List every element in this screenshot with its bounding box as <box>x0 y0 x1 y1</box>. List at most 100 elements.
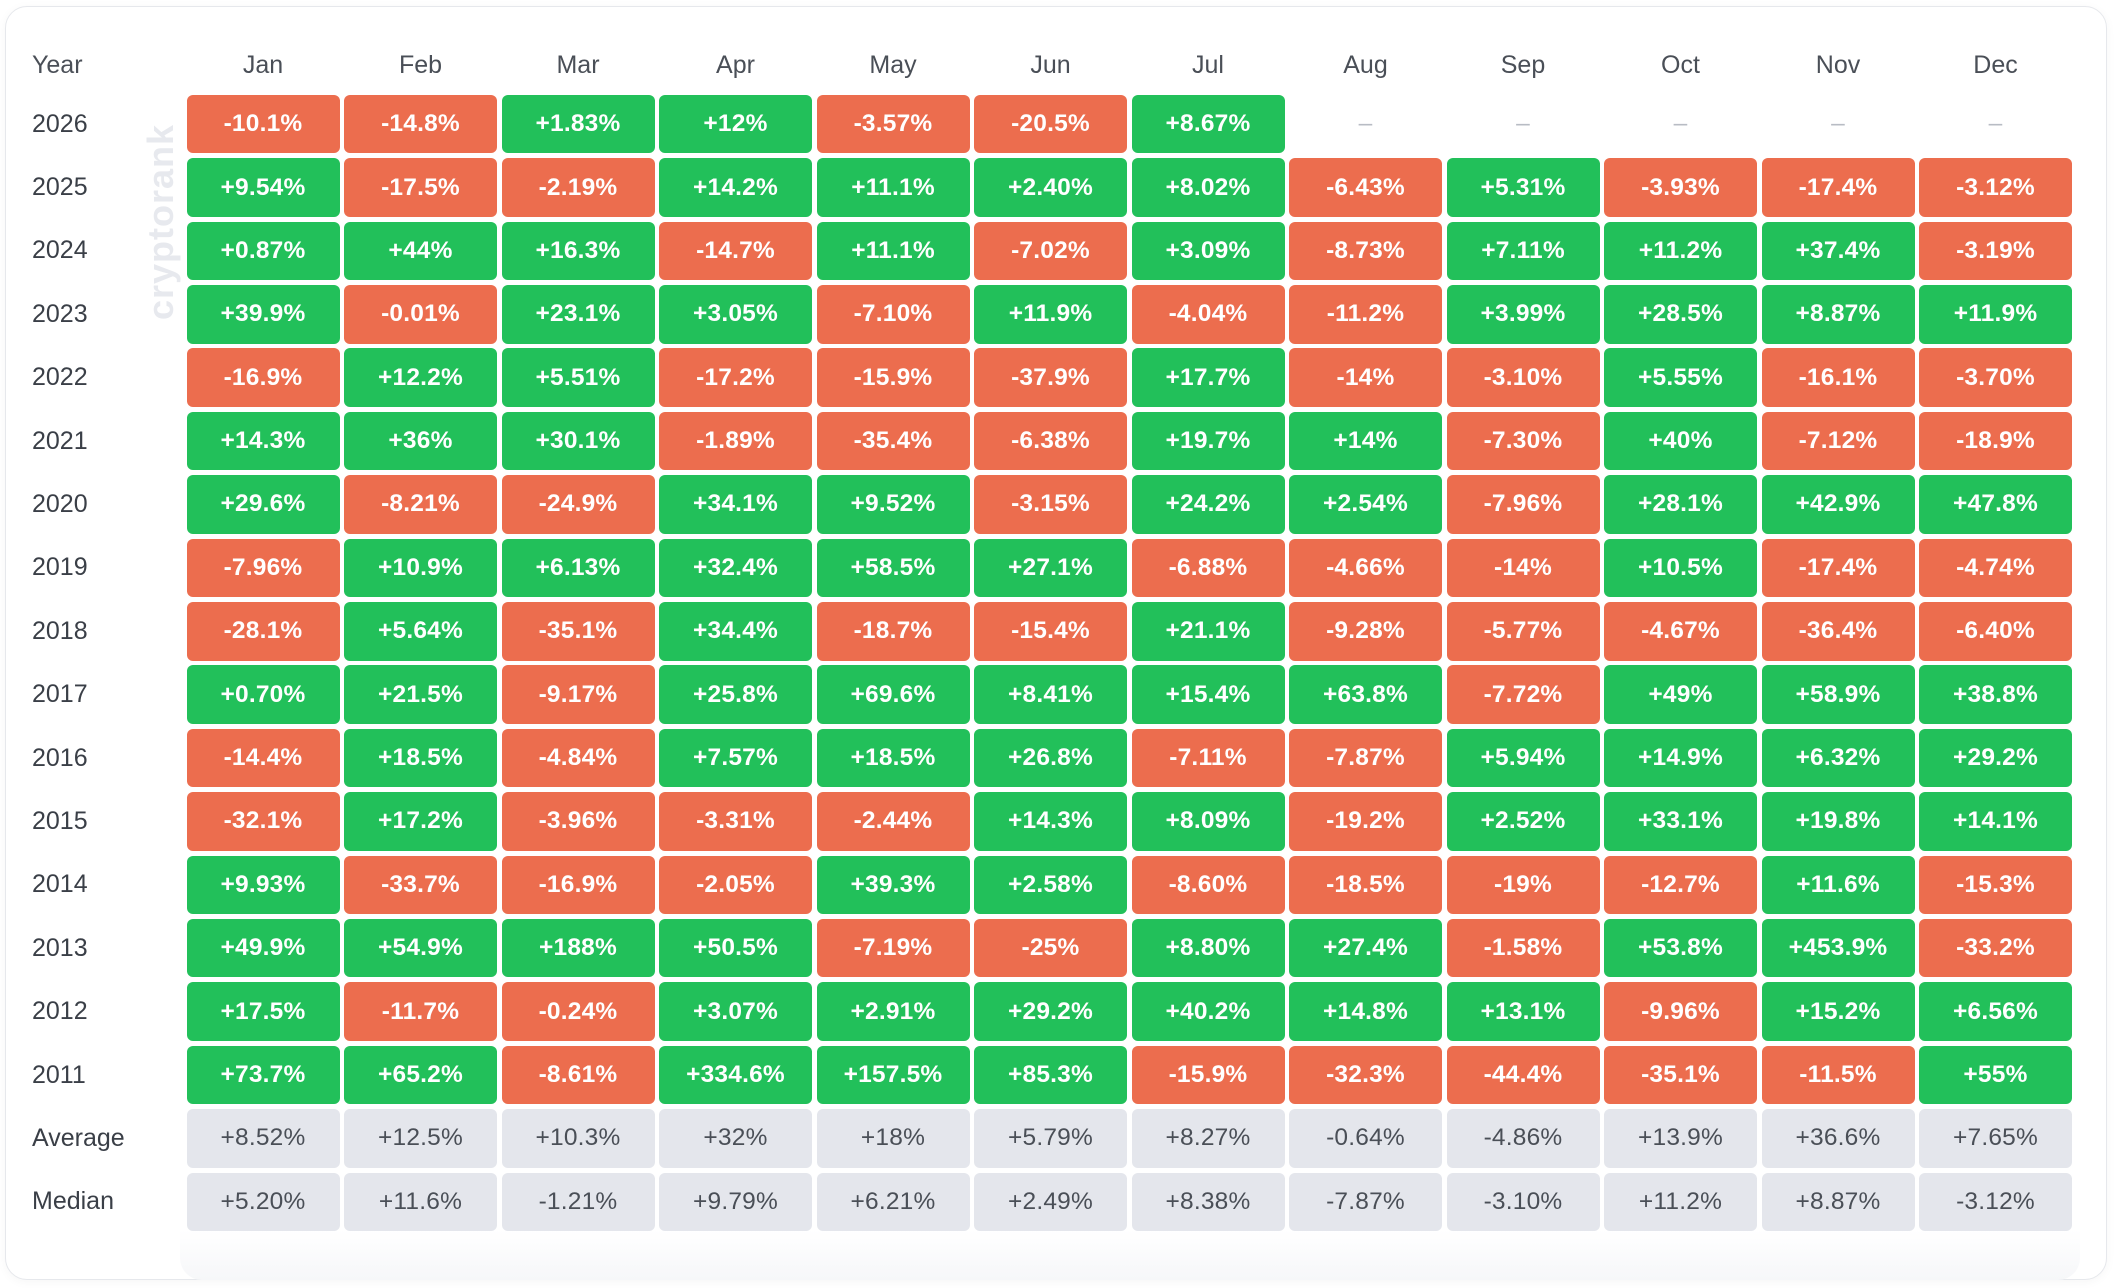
cell-2025-dec[interactable]: -3.12% <box>1919 158 2072 217</box>
cell-2024-feb[interactable]: +44% <box>344 221 497 281</box>
cell-2011-nov[interactable]: -11.5% <box>1761 1045 1915 1105</box>
cell-2021-oct[interactable]: +40% <box>1604 411 1757 471</box>
cell-2019-nov[interactable]: -17.4% <box>1761 538 1915 598</box>
cell-2019-oct[interactable]: +10.5% <box>1604 538 1757 598</box>
cell-2024-oct[interactable]: +11.2% <box>1604 221 1757 281</box>
cell-2014-jul[interactable]: -8.60% <box>1131 855 1285 915</box>
cell-2011-jun[interactable]: +85.3% <box>974 1045 1127 1105</box>
cell-2011-jul[interactable]: -15.9% <box>1131 1045 1285 1105</box>
cell-2015-may[interactable]: -2.44% <box>816 792 970 851</box>
cell-2017-apr[interactable]: +25.8% <box>659 665 812 724</box>
cell-2017-feb[interactable]: +21.5% <box>344 665 497 724</box>
cell-2021-jun[interactable]: -6.38% <box>974 411 1127 471</box>
cell-2015-aug[interactable]: -19.2% <box>1289 792 1442 851</box>
cell-2021-nov[interactable]: -7.12% <box>1761 411 1915 471</box>
cell-2026-apr[interactable]: +12% <box>659 94 812 154</box>
cell-2015-jun[interactable]: +14.3% <box>974 792 1127 851</box>
cell-2024-aug[interactable]: -8.73% <box>1289 221 1442 281</box>
cell-2012-mar[interactable]: -0.24% <box>501 982 655 1041</box>
cell-2020-jan[interactable]: +29.6% <box>186 475 340 534</box>
cell-2016-mar[interactable]: -4.84% <box>501 728 655 788</box>
cell-2012-jun[interactable]: +29.2% <box>974 982 1127 1041</box>
cell-2013-feb[interactable]: +54.9% <box>344 918 497 978</box>
cell-2018-aug[interactable]: -9.28% <box>1289 602 1442 661</box>
cell-2016-aug[interactable]: -7.87% <box>1289 728 1442 788</box>
cell-2012-feb[interactable]: -11.7% <box>344 982 497 1041</box>
cell-2022-jul[interactable]: +17.7% <box>1131 348 1285 407</box>
cell-2020-may[interactable]: +9.52% <box>816 475 970 534</box>
cell-2022-sep[interactable]: -3.10% <box>1446 348 1600 407</box>
cell-2022-nov[interactable]: -16.1% <box>1761 348 1915 407</box>
cell-2014-jan[interactable]: +9.93% <box>186 855 340 915</box>
cell-2025-jul[interactable]: +8.02% <box>1131 158 1285 217</box>
cell-2019-jul[interactable]: -6.88% <box>1131 538 1285 598</box>
cell-2024-jun[interactable]: -7.02% <box>974 221 1127 281</box>
cell-2021-jan[interactable]: +14.3% <box>186 411 340 471</box>
cell-2012-aug[interactable]: +14.8% <box>1289 982 1442 1041</box>
cell-2026-feb[interactable]: -14.8% <box>344 94 497 154</box>
cell-2015-apr[interactable]: -3.31% <box>659 792 812 851</box>
cell-2015-oct[interactable]: +33.1% <box>1604 792 1757 851</box>
cell-2021-aug[interactable]: +14% <box>1289 411 1442 471</box>
cell-2011-mar[interactable]: -8.61% <box>501 1045 655 1105</box>
cell-2023-mar[interactable]: +23.1% <box>501 285 655 344</box>
cell-2017-aug[interactable]: +63.8% <box>1289 665 1442 724</box>
cell-2017-jun[interactable]: +8.41% <box>974 665 1127 724</box>
cell-2024-apr[interactable]: -14.7% <box>659 221 812 281</box>
cell-2023-sep[interactable]: +3.99% <box>1446 285 1600 344</box>
cell-2013-oct[interactable]: +53.8% <box>1604 918 1757 978</box>
cell-2017-oct[interactable]: +49% <box>1604 665 1757 724</box>
cell-2018-dec[interactable]: -6.40% <box>1919 602 2072 661</box>
cell-2020-oct[interactable]: +28.1% <box>1604 475 1757 534</box>
cell-2025-jun[interactable]: +2.40% <box>974 158 1127 217</box>
cell-2024-mar[interactable]: +16.3% <box>501 221 655 281</box>
cell-2012-may[interactable]: +2.91% <box>816 982 970 1041</box>
cell-2025-aug[interactable]: -6.43% <box>1289 158 1442 217</box>
cell-2018-may[interactable]: -18.7% <box>816 602 970 661</box>
cell-2014-apr[interactable]: -2.05% <box>659 855 812 915</box>
cell-2019-feb[interactable]: +10.9% <box>344 538 497 598</box>
cell-2020-feb[interactable]: -8.21% <box>344 475 497 534</box>
cell-2019-jan[interactable]: -7.96% <box>186 538 340 598</box>
cell-2015-dec[interactable]: +14.1% <box>1919 792 2072 851</box>
cell-2014-dec[interactable]: -15.3% <box>1919 855 2072 915</box>
cell-2015-jan[interactable]: -32.1% <box>186 792 340 851</box>
cell-2025-mar[interactable]: -2.19% <box>501 158 655 217</box>
cell-2016-feb[interactable]: +18.5% <box>344 728 497 788</box>
cell-2018-jul[interactable]: +21.1% <box>1131 602 1285 661</box>
cell-2011-dec[interactable]: +55% <box>1919 1045 2072 1105</box>
cell-2019-dec[interactable]: -4.74% <box>1919 538 2072 598</box>
cell-2014-nov[interactable]: +11.6% <box>1761 855 1915 915</box>
cell-2025-apr[interactable]: +14.2% <box>659 158 812 217</box>
cell-2011-sep[interactable]: -44.4% <box>1446 1045 1600 1105</box>
cell-2014-jun[interactable]: +2.58% <box>974 855 1127 915</box>
cell-2021-apr[interactable]: -1.89% <box>659 411 812 471</box>
cell-2015-mar[interactable]: -3.96% <box>501 792 655 851</box>
cell-2022-jan[interactable]: -16.9% <box>186 348 340 407</box>
cell-2013-jun[interactable]: -25% <box>974 918 1127 978</box>
cell-2013-jul[interactable]: +8.80% <box>1131 918 1285 978</box>
cell-2019-apr[interactable]: +32.4% <box>659 538 812 598</box>
cell-2024-sep[interactable]: +7.11% <box>1446 221 1600 281</box>
cell-2016-apr[interactable]: +7.57% <box>659 728 812 788</box>
cell-2019-may[interactable]: +58.5% <box>816 538 970 598</box>
cell-2016-jan[interactable]: -14.4% <box>186 728 340 788</box>
cell-2023-may[interactable]: -7.10% <box>816 285 970 344</box>
cell-2013-may[interactable]: -7.19% <box>816 918 970 978</box>
cell-2016-jun[interactable]: +26.8% <box>974 728 1127 788</box>
cell-2018-jun[interactable]: -15.4% <box>974 602 1127 661</box>
cell-2011-jan[interactable]: +73.7% <box>186 1045 340 1105</box>
cell-2024-jan[interactable]: +0.87% <box>186 221 340 281</box>
cell-2013-dec[interactable]: -33.2% <box>1919 918 2072 978</box>
cell-2023-jul[interactable]: -4.04% <box>1131 285 1285 344</box>
cell-2013-apr[interactable]: +50.5% <box>659 918 812 978</box>
cell-2018-jan[interactable]: -28.1% <box>186 602 340 661</box>
cell-2025-jan[interactable]: +9.54% <box>186 158 340 217</box>
cell-2024-may[interactable]: +11.1% <box>816 221 970 281</box>
cell-2019-jun[interactable]: +27.1% <box>974 538 1127 598</box>
cell-2014-may[interactable]: +39.3% <box>816 855 970 915</box>
cell-2012-dec[interactable]: +6.56% <box>1919 982 2072 1041</box>
cell-2024-jul[interactable]: +3.09% <box>1131 221 1285 281</box>
cell-2013-nov[interactable]: +453.9% <box>1761 918 1915 978</box>
cell-2012-nov[interactable]: +15.2% <box>1761 982 1915 1041</box>
